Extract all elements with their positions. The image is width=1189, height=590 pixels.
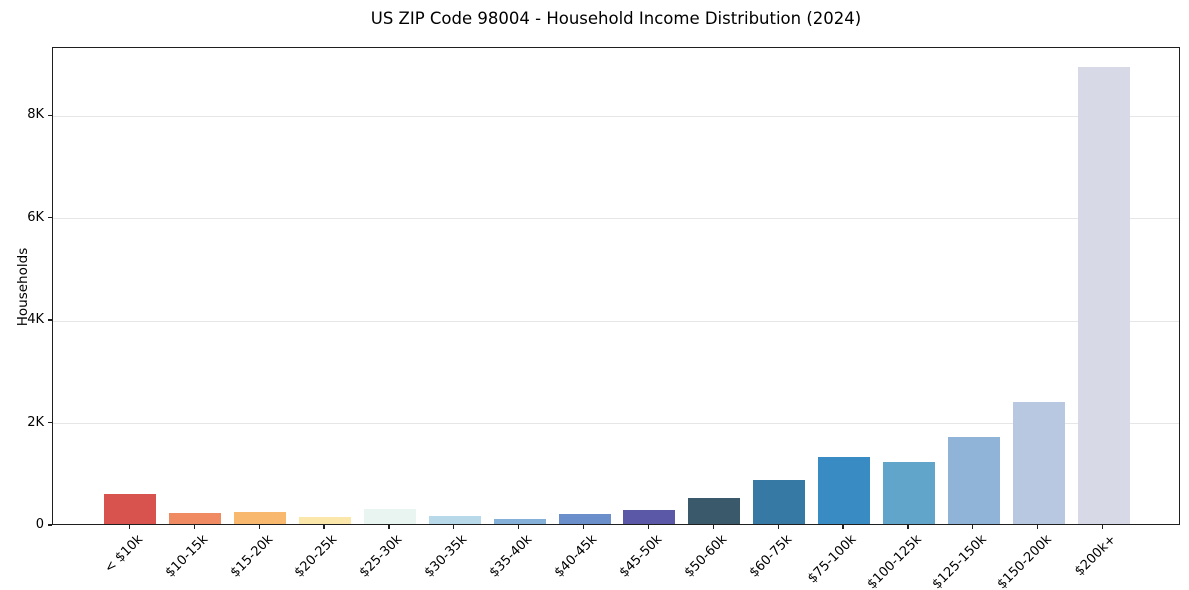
bar-11 xyxy=(753,480,806,524)
x-tick-label: $30-35k xyxy=(421,532,471,581)
bar-6 xyxy=(428,516,481,524)
x-tick-label: $200k+ xyxy=(1072,532,1120,580)
y-tick-mark xyxy=(48,114,52,116)
x-tick-mark xyxy=(193,525,195,529)
gridline xyxy=(53,218,1179,220)
x-tick-mark xyxy=(582,525,585,529)
y-tick-mark xyxy=(48,319,52,321)
x-tick-label: $35-40k xyxy=(486,532,536,581)
bar-16 xyxy=(1077,67,1130,524)
x-tick-mark xyxy=(972,525,974,529)
x-tick-label: $75-100k xyxy=(805,532,860,587)
y-tick-label: 4K xyxy=(27,312,44,328)
x-tick-mark xyxy=(258,525,260,529)
x-tick-mark xyxy=(323,525,325,529)
bar-12 xyxy=(818,457,870,524)
x-tick-label: $25-30k xyxy=(357,532,406,581)
x-tick-mark xyxy=(518,525,520,529)
x-tick-mark xyxy=(1101,525,1104,529)
x-tick-label: $10-15k xyxy=(162,532,211,581)
x-tick-mark xyxy=(1037,525,1039,529)
x-tick-label: $50-60k xyxy=(681,532,730,581)
y-tick-mark xyxy=(48,217,52,219)
bar-15 xyxy=(1012,401,1065,524)
bar-10 xyxy=(688,498,741,524)
chart-title: US ZIP Code 98004 - Household Income Dis… xyxy=(370,9,862,28)
x-tick-mark xyxy=(128,525,131,529)
x-tick-label: $100-125k xyxy=(864,532,925,590)
x-tick-mark xyxy=(453,525,455,529)
x-tick-label: $125-150k xyxy=(929,532,990,590)
y-tick-label: 8K xyxy=(27,107,44,123)
y-tick-label: 6K xyxy=(27,209,44,225)
bar-7 xyxy=(493,518,546,524)
x-tick-label: $15-20k xyxy=(227,532,276,581)
x-tick-label: $150-200k xyxy=(994,532,1055,590)
bar-4 xyxy=(299,517,351,524)
y-tick-label: 2K xyxy=(27,414,44,430)
plot-area xyxy=(52,47,1180,525)
y-tick-mark xyxy=(48,524,52,526)
x-tick-mark xyxy=(647,525,650,529)
gridline xyxy=(53,423,1179,425)
bar-1 xyxy=(104,494,157,524)
gridline xyxy=(53,115,1179,117)
bar-3 xyxy=(234,511,287,524)
x-tick-mark xyxy=(907,525,909,529)
x-tick-mark xyxy=(777,525,779,529)
x-tick-label: $45-50k xyxy=(616,532,666,581)
gridline xyxy=(53,320,1179,322)
x-tick-label: $20-25k xyxy=(292,532,341,581)
bar-14 xyxy=(947,437,1000,524)
y-tick-mark xyxy=(48,421,52,424)
x-tick-mark xyxy=(712,525,714,529)
x-tick-mark xyxy=(388,525,390,529)
bar-9 xyxy=(623,509,676,524)
bar-5 xyxy=(363,508,416,524)
bar-13 xyxy=(882,461,935,524)
bar-2 xyxy=(169,513,222,524)
x-tick-label: $40-45k xyxy=(551,532,601,581)
x-tick-label: < $10k xyxy=(101,532,147,577)
bar-8 xyxy=(558,513,611,524)
x-tick-label: $60-75k xyxy=(746,532,795,581)
x-tick-mark xyxy=(842,525,844,529)
y-tick-label: 0 xyxy=(35,517,44,532)
